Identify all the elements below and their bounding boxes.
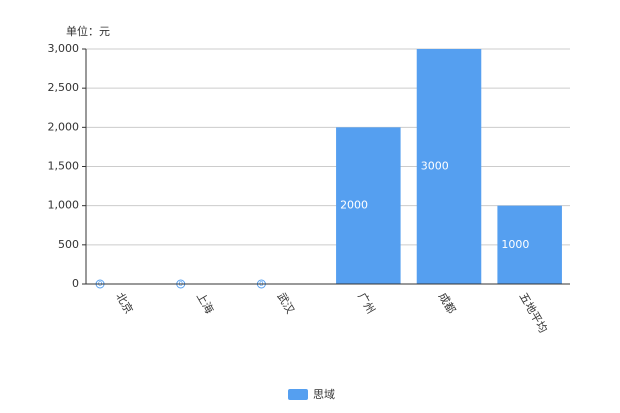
y-tick-label: 500	[58, 238, 79, 251]
x-tick-label: 上海	[194, 290, 217, 316]
y-tick-label: 2,500	[48, 81, 80, 94]
legend-label: 思域	[313, 388, 335, 401]
data-label: 2000	[340, 199, 368, 212]
x-tick-label: 北京	[113, 290, 136, 316]
unit-label: 单位：元	[66, 24, 110, 38]
y-tick-label: 0	[72, 277, 79, 290]
y-tick-label: 2,000	[48, 120, 80, 133]
y-tick-label: 3,000	[48, 42, 80, 55]
legend-swatch	[288, 389, 308, 400]
data-label: 1000	[501, 238, 529, 251]
y-tick-label: 1,000	[48, 199, 80, 212]
x-tick-label: 广州	[355, 291, 377, 317]
bar	[336, 127, 401, 284]
y-tick-label: 1,500	[48, 160, 80, 173]
x-tick-label: 武汉	[274, 291, 296, 317]
data-label: 3000	[421, 160, 449, 173]
bar	[497, 205, 562, 284]
bar	[416, 49, 482, 284]
x-tick-label: 五地平均	[516, 291, 549, 336]
x-tick-label: 成都	[436, 291, 458, 317]
